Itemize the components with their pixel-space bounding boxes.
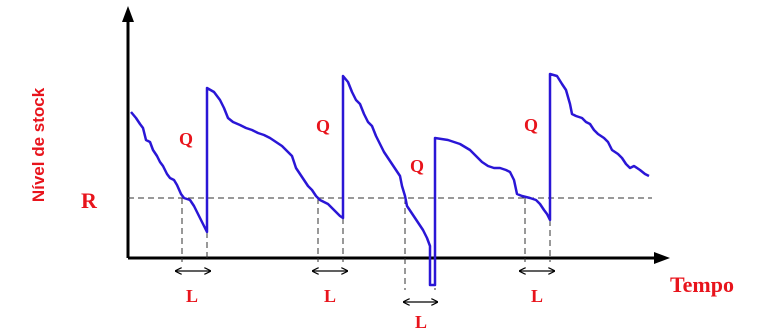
lead-time-label-2: L [324, 286, 336, 306]
lead-time-label-4: L [531, 286, 543, 306]
lead-time-label-3: L [415, 312, 427, 332]
lead-time-markers [181, 198, 551, 290]
order-quantity-label-3: Q [410, 156, 424, 176]
x-axis-arrowhead [654, 252, 670, 264]
order-quantity-label-4: Q [524, 115, 538, 135]
order-quantity-label-1: Q [179, 129, 193, 149]
order-quantity-label-2: Q [316, 116, 330, 136]
y-axis-label: Nível de stock [29, 87, 48, 202]
stock-level-curve [130, 72, 650, 287]
lead-time-label-1: L [186, 286, 198, 306]
lead-time-arrows [176, 271, 554, 302]
reorder-level-label: R [81, 188, 98, 213]
y-axis-arrowhead [122, 6, 134, 22]
x-axis-label: Tempo [670, 272, 734, 297]
